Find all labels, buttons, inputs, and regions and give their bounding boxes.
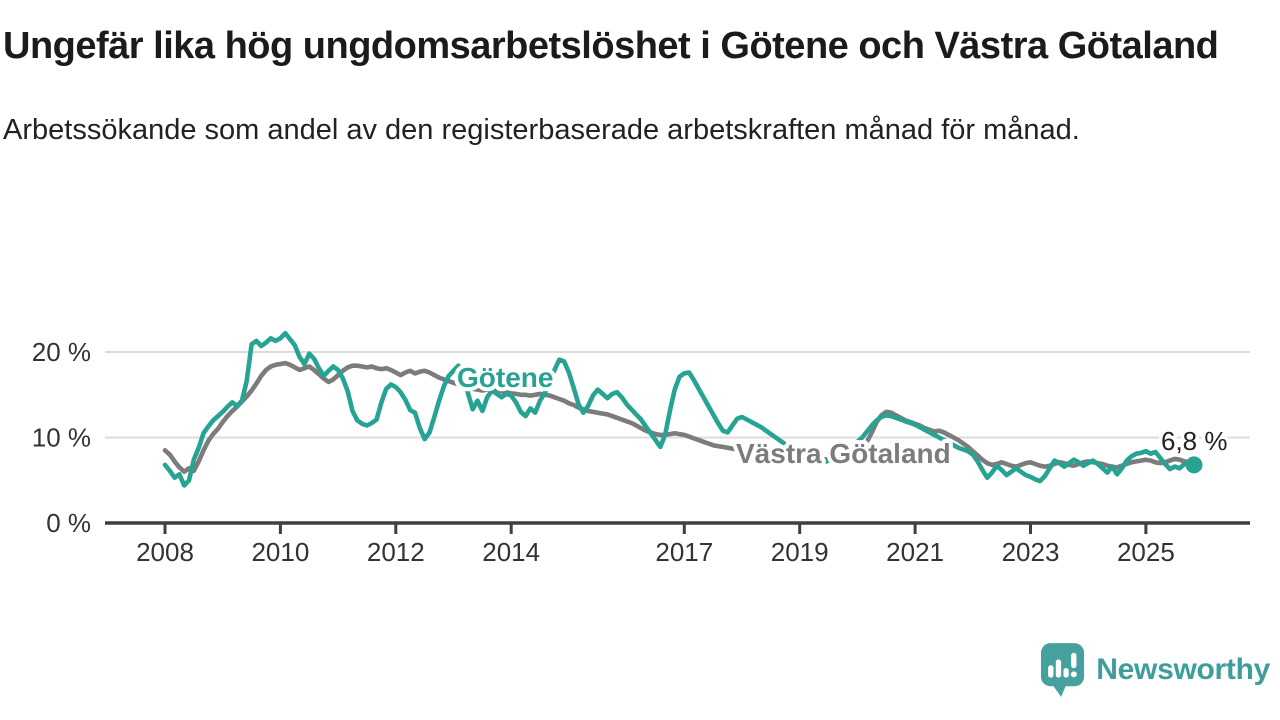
x-axis-tick-label: 2025: [1117, 537, 1175, 567]
x-axis-tick-label: 2014: [482, 537, 540, 567]
chart-header: Ungefär lika hög ungdomsarbetslöshet i G…: [3, 24, 1273, 153]
newsworthy-chart-bubble-icon: [1041, 643, 1085, 697]
x-axis-tick-label: 2010: [251, 537, 309, 567]
series-line-vastra-gotaland: [162, 360, 1197, 475]
x-axis-tick-label: 2008: [136, 537, 194, 567]
y-axis-tick-label: 0 %: [46, 508, 91, 538]
series-label-vastra-gotaland: Västra Götaland: [736, 438, 951, 469]
x-axis-tick-label: 2023: [1002, 537, 1060, 567]
series-line-gotene: [162, 330, 1197, 488]
y-axis-tick-label: 20 %: [32, 337, 91, 367]
y-axis-tick-label: 10 %: [32, 423, 91, 453]
x-axis-tick-label: 2021: [886, 537, 944, 567]
newsworthy-branding: Newsworthy: [1040, 642, 1270, 698]
end-value-label: 6,8 %: [1161, 426, 1228, 456]
chart-subtitle: Arbetssökande som andel av den registerb…: [3, 113, 1080, 146]
newsworthy-wordmark: Newsworthy: [1096, 653, 1270, 686]
x-axis-tick-label: 2017: [655, 537, 713, 567]
end-point-dot: [1185, 456, 1203, 474]
x-axis-tick-label: 2019: [771, 537, 829, 567]
series-label-gotene: Götene: [457, 362, 553, 393]
x-axis-tick-label: 2012: [367, 537, 425, 567]
chart-title: Ungefär lika hög ungdomsarbetslöshet i G…: [3, 25, 1219, 67]
